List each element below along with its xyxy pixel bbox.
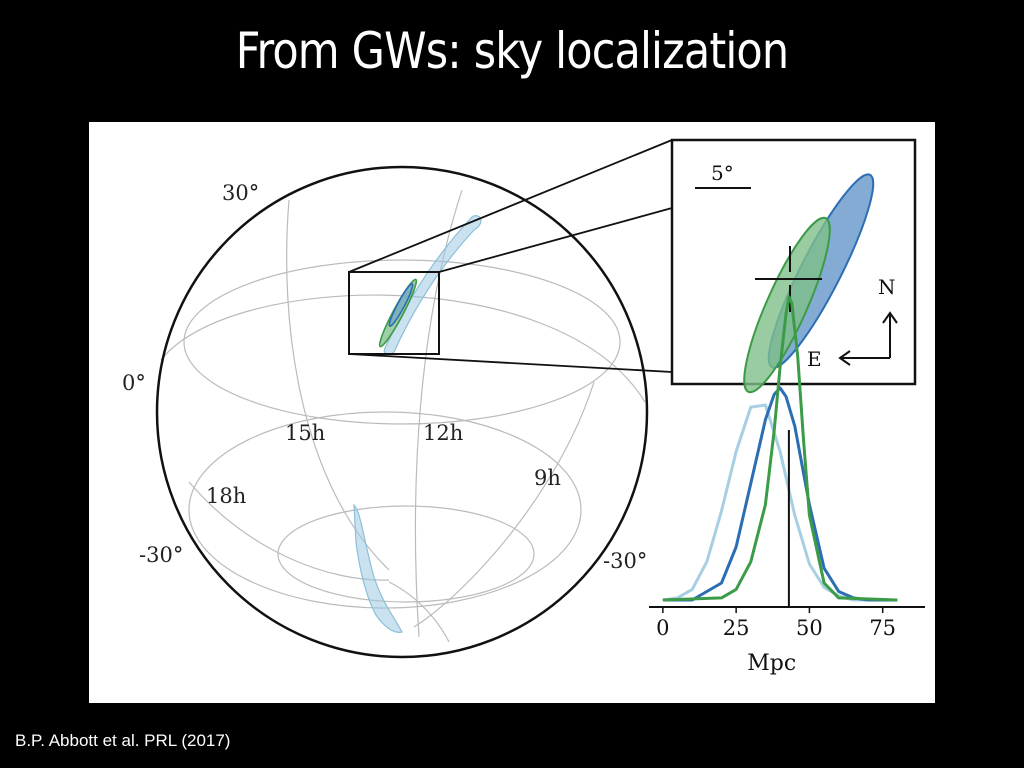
ra-label-9h: 9h (534, 466, 561, 490)
x-tick-label-0: 0 (656, 616, 669, 640)
figure-svg: 30° 0° -30° -30° 15h 12h 9h 18h 5° (122, 138, 925, 676)
zoom-box (348, 271, 440, 355)
localization-region-blue-small (388, 282, 414, 328)
citation: B.P. Abbott et al. PRL (2017) (15, 731, 231, 750)
east-label: E (807, 347, 822, 371)
grid-line-dec-30 (183, 259, 621, 425)
zoom-line-top-right (438, 207, 673, 273)
slide-title: From GWs: sky localization (235, 22, 789, 80)
distance-series-2 (662, 295, 898, 602)
east-arrow (838, 350, 890, 366)
distance-series-1 (662, 386, 898, 602)
chart-series-group (662, 295, 898, 602)
ra-label-18h: 18h (206, 484, 246, 508)
localization-region-light-blue-north (383, 215, 482, 356)
localization-region-light-blue-south (353, 503, 403, 633)
distance-series-0 (662, 403, 898, 602)
dec-label-0: 0° (122, 371, 146, 395)
ra-label-12h: 12h (423, 421, 463, 445)
compass (838, 311, 898, 366)
x-tick-group: 0 25 50 75 (656, 607, 896, 640)
grid-line-equator (160, 294, 646, 403)
grid-line-ra-12h (414, 189, 463, 638)
x-tick-label-2: 50 (796, 616, 823, 640)
grid-line-ra-15h (286, 199, 390, 571)
zoom-line-bottom-left (348, 353, 673, 373)
x-tick-label-1: 25 (723, 616, 750, 640)
scale-label: 5° (711, 161, 734, 185)
zoom-inset: 5° N E (670, 138, 917, 394)
sky-sphere-outline (155, 165, 649, 659)
grid-line-ra-21h (388, 581, 450, 643)
x-axis-label: Mpc (747, 651, 796, 676)
x-tick-label-3: 75 (869, 616, 896, 640)
dec-label-30: 30° (222, 181, 259, 205)
grid-line-dec-minus30 (188, 411, 582, 609)
sky-map: 30° 0° -30° -30° 15h 12h 9h 18h (122, 139, 673, 659)
dec-label-minus30-left: -30° (139, 543, 183, 567)
ra-label-15h: 15h (285, 421, 325, 445)
figure-panel: 30° 0° -30° -30° 15h 12h 9h 18h 5° (89, 122, 935, 703)
grid-line-dec-minus60 (277, 505, 535, 603)
north-arrow (882, 311, 898, 358)
distance-chart: 0 25 50 75 Mpc (649, 295, 925, 676)
zoom-line-top-left (348, 139, 673, 273)
north-label: N (878, 275, 896, 299)
zoom-connector-lines (348, 139, 673, 373)
sky-grid (160, 189, 646, 643)
dec-label-minus30-right: -30° (603, 549, 647, 573)
grid-line-ra-9h (413, 381, 595, 628)
